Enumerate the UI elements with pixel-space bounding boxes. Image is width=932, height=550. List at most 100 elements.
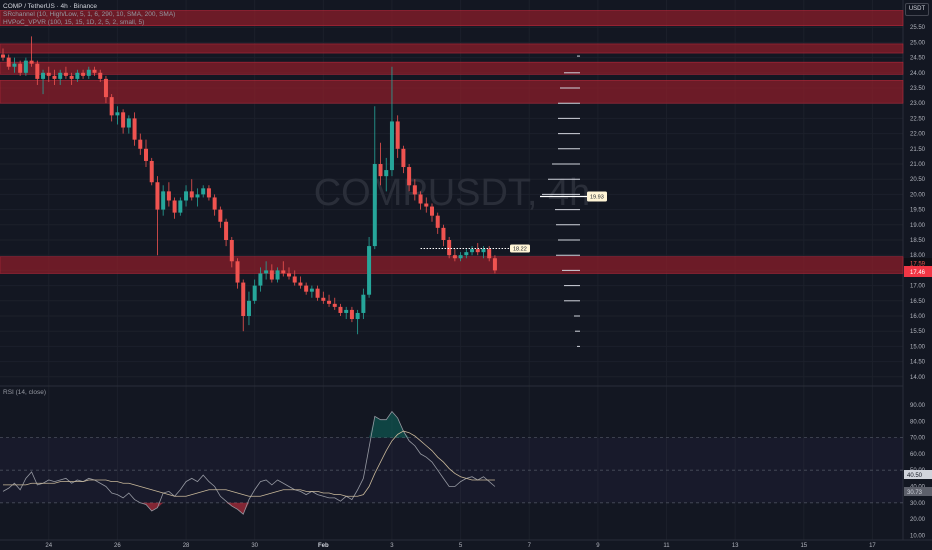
currency-button[interactable]: USDT — [905, 3, 929, 16]
sr-zone — [0, 43, 904, 54]
candle-body — [189, 191, 194, 198]
candle-body — [475, 249, 480, 253]
rsi-tick-label: 60.00 — [910, 452, 926, 458]
candle-body — [327, 300, 332, 304]
symbol-title[interactable]: COMP / TetherUS · 4h · Binance — [3, 3, 98, 10]
time-tick-label: 11 — [663, 543, 670, 549]
time-tick-label: 3 — [390, 543, 394, 549]
price-tick-label: 21.00 — [910, 162, 926, 168]
time-tick-label: 9 — [596, 543, 600, 549]
candle-body — [35, 63, 40, 79]
candle-body — [109, 97, 114, 116]
price-tick-label: 14.50 — [910, 360, 926, 366]
candle-body — [235, 261, 240, 283]
price-tick-label: 19.50 — [910, 208, 926, 214]
candle-body — [372, 164, 377, 247]
candle-body — [287, 273, 291, 277]
rsi-tick-label: 10.00 — [910, 533, 926, 539]
candle-body — [384, 170, 389, 177]
candle-body — [86, 69, 91, 76]
candle-body — [212, 197, 217, 210]
candle-body — [115, 112, 120, 116]
candle-body — [1, 54, 5, 58]
candle-series — [1, 36, 497, 335]
sr-zone — [0, 256, 904, 274]
candle-body — [424, 203, 429, 207]
candle-body — [481, 249, 486, 253]
rsi-pane — [0, 410, 903, 515]
candle-body — [138, 139, 143, 149]
rsi-tick-label: 20.00 — [910, 517, 926, 523]
candle-body — [201, 188, 206, 195]
indicator-srchannel[interactable]: SRchannel (10, High/Low, 5, 1, 6, 290, 1… — [3, 11, 176, 18]
watermark: COMPUSDT, 4h — [314, 172, 591, 214]
candle-body — [281, 270, 286, 274]
price-tick-label: 20.50 — [910, 177, 926, 183]
sr-zones — [0, 10, 904, 274]
rsi-tick-label: 90.00 — [910, 403, 926, 409]
price-tick-label: 20.00 — [910, 192, 926, 198]
poc-label-box — [510, 244, 530, 253]
candle-body — [41, 72, 46, 79]
candle-body — [178, 200, 183, 213]
price-tick-label: 24.50 — [910, 56, 926, 62]
rsi-line — [2, 410, 496, 515]
price-tick-label: 19.00 — [910, 223, 926, 229]
time-tick-label: 26 — [114, 543, 121, 549]
candle-body — [23, 60, 28, 73]
candle-body — [63, 72, 68, 76]
sr-zone — [0, 10, 904, 26]
candle-body — [166, 191, 171, 201]
candle-body — [81, 72, 86, 76]
candle-body — [487, 249, 492, 259]
candle-body — [412, 185, 417, 195]
rsi-axis[interactable]: 90.0080.0070.0060.0050.0040.0030.0020.00… — [904, 403, 932, 539]
indicator-hvpoc[interactable]: HVPoC_VPVR (100, 15, 15, 1D, 2, 5, 2, sm… — [3, 19, 145, 26]
time-tick-label: 15 — [800, 543, 807, 549]
candle-body — [258, 273, 263, 286]
sr-zone — [0, 61, 904, 75]
candle-body — [315, 288, 320, 298]
candle-body — [46, 72, 51, 76]
price-tick-label: 17.00 — [910, 284, 926, 290]
rsi-tick-label: 80.00 — [910, 419, 926, 425]
time-tick-label: 13 — [732, 543, 739, 549]
time-axis[interactable]: 24262830Feb3579111315171921232527Mar3579… — [45, 543, 932, 549]
candle-body — [6, 57, 11, 67]
candle-body — [206, 188, 211, 198]
rsi-oversold-fill — [3, 502, 495, 515]
candle-body — [304, 285, 309, 292]
candle-body — [407, 167, 412, 186]
candle-body — [389, 121, 394, 171]
candle-body — [344, 309, 349, 313]
candle-body — [338, 306, 343, 313]
price-tick-label: 18.50 — [910, 238, 926, 244]
candle-body — [418, 194, 423, 204]
price-tick-label: 21.50 — [910, 147, 926, 153]
candle-body — [155, 182, 160, 210]
rsi-title[interactable]: RSI (14, close) — [3, 389, 46, 396]
candle-body — [447, 240, 452, 256]
candle-body — [161, 191, 166, 210]
price-tick-label: 16.00 — [910, 314, 926, 320]
price-tick-label: 25.00 — [910, 40, 926, 46]
candle-body — [458, 255, 463, 259]
candle-body — [355, 312, 360, 320]
candle-body — [69, 75, 74, 79]
vp-value-box — [587, 191, 607, 202]
time-tick-label: 28 — [183, 543, 190, 549]
current-price-label: 17.46 — [910, 270, 926, 276]
candle-body — [269, 270, 274, 280]
sr-zone — [0, 80, 904, 104]
price-tick-label: 15.50 — [910, 329, 926, 335]
price-axis[interactable]: 25.50 25.00 24.50 24.00 23.50 23.00 22.50 22.00… — [904, 25, 932, 381]
candle-body — [246, 300, 251, 316]
candle-body — [92, 69, 97, 73]
price-overlay: 18.22 19.93 — [420, 191, 607, 253]
price-tick-label: 16.50 — [910, 299, 926, 305]
candle-body — [321, 297, 326, 301]
rsi-tick-label: 30.00 — [910, 501, 926, 507]
price-tick-label: 25.50 — [910, 25, 926, 31]
price-tick-label: 22.50 — [910, 116, 926, 122]
